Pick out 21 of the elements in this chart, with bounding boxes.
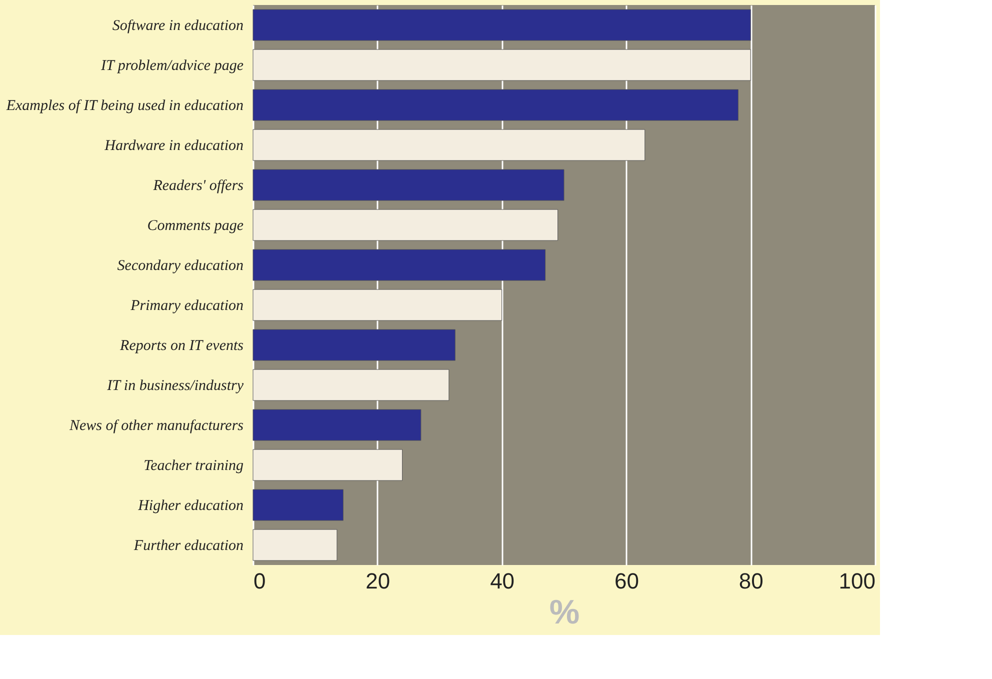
y-tick-label: Reports on IT events [119,338,244,354]
y-tick-label: Comments page [147,218,244,234]
x-tick-label: 60 [614,568,639,594]
y-tick-label: News of other manufacturers [68,418,244,434]
y-tick-label: Readers' offers [152,178,244,194]
y-tick-label: IT problem/advice page [100,58,244,74]
x-tick-label: 40 [490,568,515,594]
y-tick-label: Examples of IT being used in education [5,98,244,114]
x-tick-label: 0 [254,568,266,594]
y-tick-label: Hardware in education [104,138,244,154]
x-tick-label: 80 [738,568,764,594]
x-tick-label: 20 [366,568,390,594]
x-tick-label: 100 [838,568,876,594]
y-tick-label: Software in education [112,18,244,34]
y-tick-label: Higher education [137,498,244,514]
x-axis-title: % [549,594,580,632]
y-tick-label: IT in business/industry [106,378,244,394]
y-tick-label: Further education [132,538,244,554]
y-tick-label: Primary education [130,298,244,314]
y-tick-label: Teacher training [144,458,244,474]
y-tick-label: Secondary education [117,258,244,274]
